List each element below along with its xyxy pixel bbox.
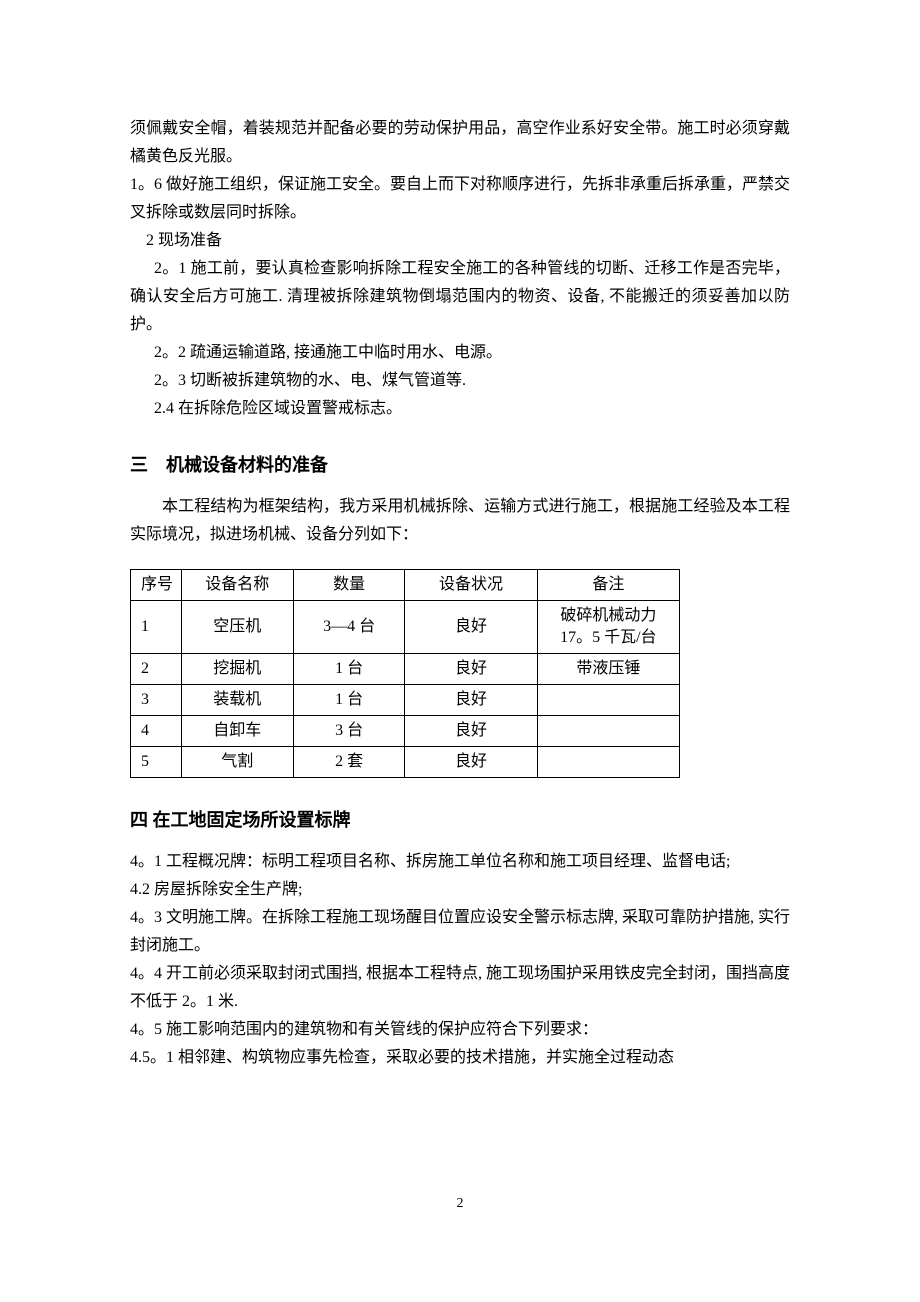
table-header: 数量 bbox=[293, 570, 405, 601]
table-header: 设备名称 bbox=[181, 570, 293, 601]
paragraph: 1。6 做好施工组织，保证施工安全。要自上而下对称顺序进行，先拆非承重后拆承重，… bbox=[130, 171, 790, 227]
table-cell: 良好 bbox=[405, 716, 537, 747]
paragraph: 4。1 工程概况牌：标明工程项目名称、拆房施工单位名称和施工项目经理、监督电话; bbox=[130, 848, 790, 876]
table-cell: 气割 bbox=[181, 747, 293, 778]
table-row: 3 装载机 1 台 良好 bbox=[131, 685, 680, 716]
section-heading-3: 三 机械设备材料的准备 bbox=[130, 451, 790, 479]
table-cell: 破碎机械动力 17。5 千瓦/台 bbox=[537, 601, 679, 654]
table-cell: 5 bbox=[131, 747, 182, 778]
table-row: 1 空压机 3—4 台 良好 破碎机械动力 17。5 千瓦/台 bbox=[131, 601, 680, 654]
table-cell: 1 bbox=[131, 601, 182, 654]
table-cell: 3 bbox=[131, 685, 182, 716]
table-header: 备注 bbox=[537, 570, 679, 601]
section-heading-4: 四 在工地固定场所设置标牌 bbox=[130, 806, 790, 834]
paragraph: 须佩戴安全帽，着装规范并配备必要的劳动保护用品，高空作业系好安全带。施工时必须穿… bbox=[130, 115, 790, 171]
paragraph: 4.2 房屋拆除安全生产牌; bbox=[130, 876, 790, 904]
document-page: 须佩戴安全帽，着装规范并配备必要的劳动保护用品，高空作业系好安全带。施工时必须穿… bbox=[0, 0, 920, 1132]
paragraph: 2.4 在拆除危险区域设置警戒标志。 bbox=[130, 395, 790, 423]
table-cell: 2 套 bbox=[293, 747, 405, 778]
table-cell bbox=[537, 716, 679, 747]
page-number: 2 bbox=[0, 1196, 920, 1212]
table-row: 2 挖掘机 1 台 良好 带液压锤 bbox=[131, 654, 680, 685]
table-cell bbox=[537, 747, 679, 778]
table-header-row: 序号 设备名称 数量 设备状况 备注 bbox=[131, 570, 680, 601]
table-cell: 良好 bbox=[405, 601, 537, 654]
table-header: 序号 bbox=[131, 570, 182, 601]
equipment-table: 序号 设备名称 数量 设备状况 备注 1 空压机 3—4 台 良好 破碎机械动力… bbox=[130, 569, 680, 778]
table-cell: 带液压锤 bbox=[537, 654, 679, 685]
table-cell: 自卸车 bbox=[181, 716, 293, 747]
table-cell: 3—4 台 bbox=[293, 601, 405, 654]
table-cell: 空压机 bbox=[181, 601, 293, 654]
table-cell: 3 台 bbox=[293, 716, 405, 747]
table-cell bbox=[537, 685, 679, 716]
paragraph: 4.5。1 相邻建、构筑物应事先检查，采取必要的技术措施，并实施全过程动态 bbox=[130, 1044, 790, 1072]
table-cell: 良好 bbox=[405, 654, 537, 685]
paragraph: 4。4 开工前必须采取封闭式围挡, 根据本工程特点, 施工现场围护采用铁皮完全封… bbox=[130, 960, 790, 1016]
table-cell: 良好 bbox=[405, 747, 537, 778]
table-row: 4 自卸车 3 台 良好 bbox=[131, 716, 680, 747]
section-4-body: 4。1 工程概况牌：标明工程项目名称、拆房施工单位名称和施工项目经理、监督电话;… bbox=[130, 848, 790, 1072]
paragraph: 2 现场准备 bbox=[130, 227, 790, 255]
paragraph: 2。3 切断被拆建筑物的水、电、煤气管道等. bbox=[130, 367, 790, 395]
table-cell: 1 台 bbox=[293, 685, 405, 716]
table-cell: 4 bbox=[131, 716, 182, 747]
table-cell: 挖掘机 bbox=[181, 654, 293, 685]
table-header: 设备状况 bbox=[405, 570, 537, 601]
paragraph: 4。3 文明施工牌。在拆除工程施工现场醒目位置应设安全警示标志牌, 采取可靠防护… bbox=[130, 904, 790, 960]
table-cell: 1 台 bbox=[293, 654, 405, 685]
section-intro: 本工程结构为框架结构，我方采用机械拆除、运输方式进行施工，根据施工经验及本工程实… bbox=[130, 493, 790, 549]
table-cell: 2 bbox=[131, 654, 182, 685]
paragraph: 2。2 疏通运输道路, 接通施工中临时用水、电源。 bbox=[130, 339, 790, 367]
table-cell: 装载机 bbox=[181, 685, 293, 716]
table-cell: 良好 bbox=[405, 685, 537, 716]
table-row: 5 气割 2 套 良好 bbox=[131, 747, 680, 778]
paragraph: 2。1 施工前，要认真检查影响拆除工程安全施工的各种管线的切断、迁移工作是否完毕… bbox=[130, 255, 790, 339]
paragraph: 4。5 施工影响范围内的建筑物和有关管线的保护应符合下列要求： bbox=[130, 1016, 790, 1044]
table-body: 1 空压机 3—4 台 良好 破碎机械动力 17。5 千瓦/台 2 挖掘机 1 … bbox=[131, 601, 680, 778]
